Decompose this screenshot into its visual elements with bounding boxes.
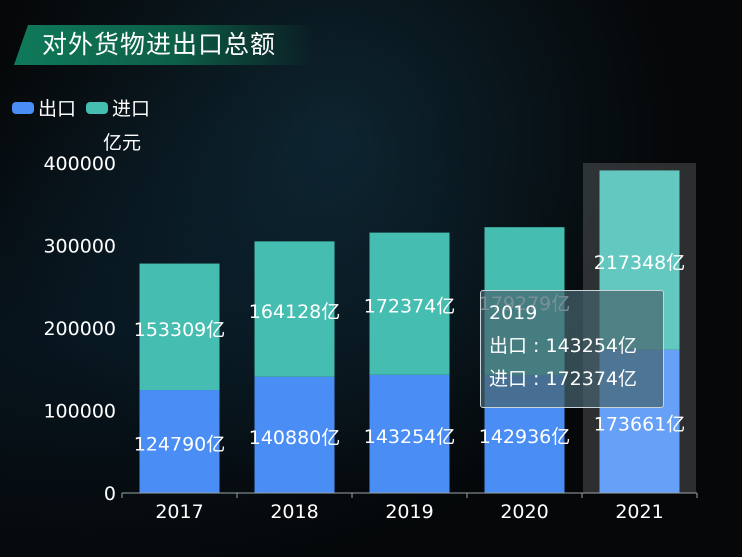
x-tick-label: 2018 — [270, 501, 318, 523]
legend-label-import: 进口 — [112, 98, 151, 120]
tooltip-import: 进口 : 172374亿 — [489, 368, 638, 390]
data-label-export: 140880亿 — [249, 427, 341, 449]
x-tick-label: 2017 — [155, 501, 203, 523]
legend: 出口 进口 — [12, 94, 150, 121]
data-label-export: 124790亿 — [134, 434, 226, 456]
bar-import — [254, 241, 335, 377]
y-tick-label: 200000 — [43, 318, 116, 340]
data-label-export: 143254亿 — [364, 426, 456, 448]
y-tick-label: 400000 — [43, 153, 116, 175]
y-tick-label: 300000 — [43, 236, 116, 258]
legend-item-import[interactable]: 进口 — [86, 94, 150, 121]
x-tick-label: 2021 — [615, 501, 663, 523]
bar-export — [139, 390, 220, 493]
data-label-export: 173661亿 — [594, 413, 686, 435]
tooltip-export: 出口 : 143254亿 — [489, 335, 638, 357]
title-banner — [14, 25, 314, 65]
bar-export — [369, 374, 450, 493]
data-label-import: 153309亿 — [134, 319, 226, 341]
bar-import — [139, 263, 220, 391]
data-label-import: 164128亿 — [249, 301, 341, 323]
tooltip: 2019 出口 : 143254亿 进口 : 172374亿 — [480, 290, 664, 408]
bar-import — [369, 232, 450, 375]
y-tick-label: 100000 — [43, 401, 116, 423]
legend-item-export[interactable]: 出口 — [12, 94, 76, 121]
chart-title: 对外货物进出口总额 — [42, 30, 277, 59]
y-tick-label: 0 — [104, 483, 116, 505]
legend-label-export: 出口 — [38, 98, 77, 120]
legend-swatch-import — [86, 101, 109, 114]
x-tick-label: 2019 — [385, 501, 433, 523]
bar-export — [254, 376, 335, 493]
data-label-import: 172374亿 — [364, 296, 456, 318]
tooltip-year: 2019 — [489, 302, 538, 324]
data-label-import: 217348亿 — [594, 252, 686, 274]
legend-swatch-export — [12, 101, 34, 114]
x-tick-label: 2020 — [500, 501, 548, 523]
y-axis-unit: 亿元 — [103, 132, 142, 154]
data-label-export: 142936亿 — [479, 426, 571, 448]
